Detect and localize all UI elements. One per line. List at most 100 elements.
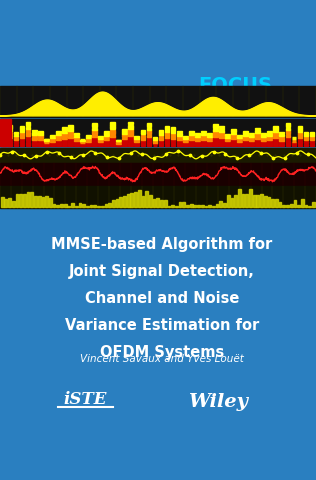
Bar: [165, 143, 169, 144]
Bar: [131, 193, 133, 207]
Bar: [0, 148, 316, 162]
Bar: [227, 195, 230, 207]
Bar: [26, 121, 30, 124]
Bar: [38, 131, 43, 132]
Bar: [26, 142, 30, 144]
Bar: [207, 134, 212, 135]
Bar: [249, 135, 254, 136]
Bar: [110, 139, 115, 142]
Bar: [237, 141, 242, 142]
Text: Joint Signal Detection,: Joint Signal Detection,: [69, 264, 255, 279]
Bar: [101, 205, 104, 207]
Bar: [164, 200, 167, 207]
Bar: [273, 136, 278, 138]
Bar: [50, 145, 55, 146]
Bar: [255, 133, 260, 135]
Point: [187, 152, 192, 159]
Bar: [183, 139, 188, 140]
Bar: [26, 124, 30, 126]
Bar: [159, 137, 163, 138]
Bar: [38, 134, 43, 135]
Bar: [14, 139, 18, 140]
Bar: [273, 132, 278, 134]
Bar: [310, 144, 314, 145]
Bar: [298, 138, 302, 140]
Bar: [62, 135, 67, 137]
Bar: [135, 142, 139, 143]
Bar: [56, 139, 61, 140]
Bar: [275, 200, 278, 207]
Bar: [0, 119, 11, 146]
Bar: [177, 139, 181, 140]
Bar: [243, 134, 248, 136]
Bar: [195, 145, 200, 146]
Bar: [249, 136, 254, 137]
Bar: [186, 204, 189, 207]
Bar: [153, 145, 157, 146]
Point: [306, 150, 311, 158]
Bar: [32, 135, 37, 136]
Bar: [80, 144, 85, 145]
Bar: [294, 200, 296, 207]
Bar: [243, 144, 248, 145]
Bar: [104, 136, 109, 137]
Bar: [231, 141, 236, 143]
Bar: [261, 136, 266, 137]
Bar: [104, 133, 109, 134]
Bar: [104, 141, 109, 142]
Bar: [171, 205, 174, 207]
Bar: [92, 137, 97, 139]
Bar: [122, 136, 127, 137]
Point: [175, 147, 180, 155]
Bar: [195, 144, 200, 145]
Bar: [26, 129, 30, 131]
Bar: [41, 197, 44, 207]
Bar: [135, 139, 139, 140]
Bar: [38, 137, 43, 138]
Bar: [98, 139, 103, 140]
Bar: [75, 205, 78, 207]
Bar: [86, 138, 91, 139]
Bar: [8, 140, 12, 142]
Bar: [147, 128, 151, 130]
Bar: [92, 128, 97, 130]
Bar: [213, 126, 218, 128]
Bar: [86, 136, 91, 137]
Bar: [261, 144, 266, 145]
Bar: [298, 132, 302, 134]
Bar: [286, 125, 290, 127]
Bar: [225, 134, 230, 135]
Bar: [237, 135, 242, 136]
Bar: [74, 138, 79, 140]
Point: [0, 151, 3, 159]
Bar: [20, 131, 24, 132]
Bar: [249, 190, 252, 207]
Bar: [201, 132, 206, 134]
Bar: [223, 203, 226, 207]
Bar: [20, 141, 24, 142]
Bar: [110, 127, 115, 129]
Bar: [110, 132, 115, 134]
Bar: [255, 130, 260, 131]
Bar: [298, 136, 302, 138]
Bar: [279, 141, 284, 142]
Bar: [249, 143, 254, 144]
Bar: [286, 128, 290, 130]
Bar: [279, 136, 284, 138]
Bar: [189, 134, 194, 135]
Bar: [292, 145, 296, 146]
Bar: [286, 144, 290, 146]
Bar: [255, 128, 260, 129]
Bar: [225, 137, 230, 138]
Bar: [56, 135, 61, 137]
Bar: [110, 137, 115, 139]
Bar: [110, 134, 115, 137]
Bar: [26, 137, 30, 139]
Bar: [8, 127, 12, 129]
Bar: [138, 190, 141, 207]
Bar: [14, 133, 18, 134]
Bar: [92, 132, 97, 134]
Bar: [80, 141, 85, 142]
Bar: [74, 145, 79, 146]
Bar: [237, 145, 242, 146]
